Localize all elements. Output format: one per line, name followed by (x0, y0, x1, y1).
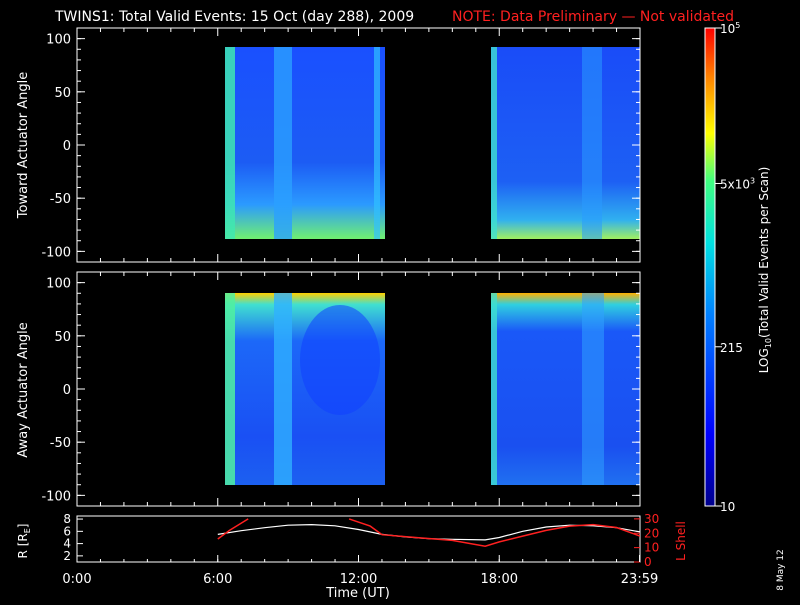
toward-ylabel: Toward Actuator Angle (16, 72, 31, 219)
colorbar-label: LOG10(Total Valid Events per Scan) (757, 167, 773, 374)
away-ylabel: Away Actuator Angle (16, 322, 31, 457)
x-tick-label: 12:00 (340, 572, 377, 587)
colorbar-tick-label: 5x103 (720, 176, 755, 191)
l-shell-series-line (217, 518, 640, 547)
y-tick-label: 100 (46, 33, 71, 48)
x-tick-label: 18:00 (481, 572, 518, 587)
y-tick-label: -100 (41, 245, 71, 260)
panel-away: 100 50 0 -50 -100 Away Actuator Angle (16, 271, 641, 507)
away-block-2 (491, 293, 640, 485)
x-tick-label: 0:00 (62, 572, 91, 587)
toward-block-2-stripe (491, 47, 497, 239)
toward-block-2 (491, 47, 640, 239)
colorbar-tick-base: 215 (720, 341, 743, 355)
away-block-1-stripe (225, 293, 235, 485)
r-tick-label: 4 (63, 537, 71, 551)
plot-title: TWINS1: Total Valid Events: 15 Oct (day … (54, 9, 414, 25)
y-tick-label: 50 (54, 86, 71, 101)
toward-block-1-stripe (225, 47, 235, 239)
generation-date: 8 May 12 (776, 549, 786, 591)
y-tick-label: 0 (63, 139, 71, 154)
away-block-2-stripe (491, 293, 497, 485)
y-tick-label: 50 (54, 330, 71, 345)
colorbar-tick-exp: 3 (750, 176, 755, 185)
away-data-blocks (225, 293, 640, 485)
l-tick-label: 10 (644, 541, 659, 555)
x-axis-label: Time (UT) (325, 586, 390, 600)
toward-block-1 (225, 47, 385, 239)
colorbar-gradient (704, 27, 716, 507)
toward-y-ticks: 100 50 0 -50 -100 (41, 28, 641, 262)
y-tick-label: 100 (46, 277, 71, 292)
toward-block-2-stripe (582, 47, 602, 239)
r-tick-label: 6 (63, 524, 71, 538)
l-shell-label: L Shell (674, 521, 688, 561)
r-tick-label: 2 (63, 549, 71, 563)
preliminary-note: NOTE: Data Preliminary — Not validated (452, 9, 734, 25)
l-tick-label: 30 (644, 512, 659, 526)
away-block-1-stripe (274, 293, 292, 485)
colorbar-tick-base: 10 (720, 22, 735, 36)
panel-toward: 100 50 0 -50 -100 Toward Actuator Angle (16, 27, 641, 263)
x-tick-label: 6:00 (203, 572, 232, 587)
colorbar-tick-exp: 5 (735, 21, 740, 30)
x-tick-label: 23:59 (621, 572, 658, 587)
y-tick-label: -100 (41, 489, 71, 504)
y-tick-label: -50 (50, 192, 71, 207)
toward-data-blocks (225, 47, 640, 239)
away-y-ticks: 100 50 0 -50 -100 (41, 272, 641, 506)
r-ylabel: R [RE] (16, 524, 32, 559)
r-tick-label: 8 (63, 512, 71, 526)
y-tick-label: 0 (63, 383, 71, 398)
y-tick-label: -50 (50, 436, 71, 451)
colorbar-tick-base: 5x10 (720, 177, 750, 191)
away-block-2-stripe (582, 293, 604, 485)
l-tick-label: 20 (644, 526, 659, 540)
colorbar-tick-label: 10 (720, 500, 735, 514)
colorbar-tick-label: 215 (720, 341, 743, 355)
colorbar-tick-label: 105 (720, 21, 740, 36)
r-series-line (217, 523, 640, 541)
toward-block-1-stripe (374, 47, 380, 239)
away-block-1-highlight (300, 305, 380, 415)
colorbar-tick-base: 10 (720, 500, 735, 514)
l-tick-label: 0 (644, 555, 652, 569)
toward-block-1-stripe (274, 47, 292, 239)
ephemeris-lines (217, 518, 640, 547)
ephemeris-x-ticks: 0:00 6:00 12:00 18:00 23:59 (62, 555, 658, 587)
